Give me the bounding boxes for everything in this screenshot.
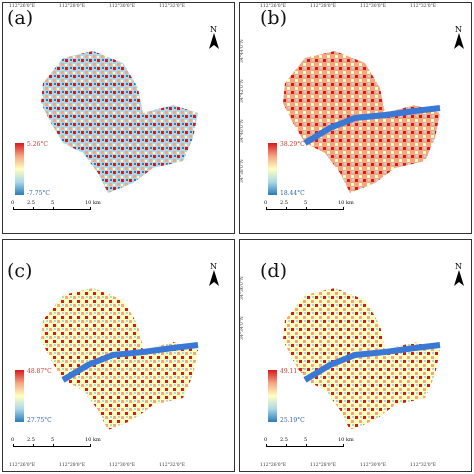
map-panel-b: (b) N 38.29°C 18.44°C 0 2.5 5 10 km 112°… [239,2,472,234]
map-panel-c: (c) N 48.87°C 27.75°C 0 2.5 5 10 km 112°… [2,239,235,472]
color-ramp [15,143,24,195]
lst-map [283,51,441,193]
map-panel-d: (d) N 49.11°C 25.19°C 0 2.5 5 10 km 112°… [239,239,472,472]
legend-min: 18.44°C [280,190,305,197]
panel-label: (d) [260,260,287,282]
legend-min: -7.75°C [27,190,50,197]
lst-map [41,288,199,430]
legend-min: 27.75°C [27,417,52,424]
scale-bar: 0 2.5 5 10 km [11,437,101,450]
north-arrow-icon: N [452,262,466,286]
scale-bar: 0 2.5 5 10 km [264,200,354,213]
north-arrow-icon: N [207,25,221,49]
scale-bar: 0 2.5 5 10 km [264,437,354,450]
legend-min: 25.19°C [280,417,305,424]
lst-map [41,51,198,193]
map-panel-a: (a) N 5.26°C -7.75°C 0 2.5 5 10 km 112°2… [2,2,235,234]
panel-label: (a) [7,7,34,29]
legend-max: 38.29°C [280,141,305,148]
panel-label: (c) [7,260,33,282]
north-arrow-icon: N [207,262,221,286]
legend-max: 48.87°C [27,368,52,375]
scale-bar: 0 2.5 5 10 km [11,200,101,213]
color-ramp [268,143,277,195]
lst-map [283,288,441,430]
panel-label: (b) [260,7,287,29]
color-ramp [268,370,277,422]
color-ramp [15,370,24,422]
legend-max: 5.26°C [27,141,48,148]
north-arrow-icon: N [452,25,466,49]
legend-max: 49.11°C [280,368,305,375]
